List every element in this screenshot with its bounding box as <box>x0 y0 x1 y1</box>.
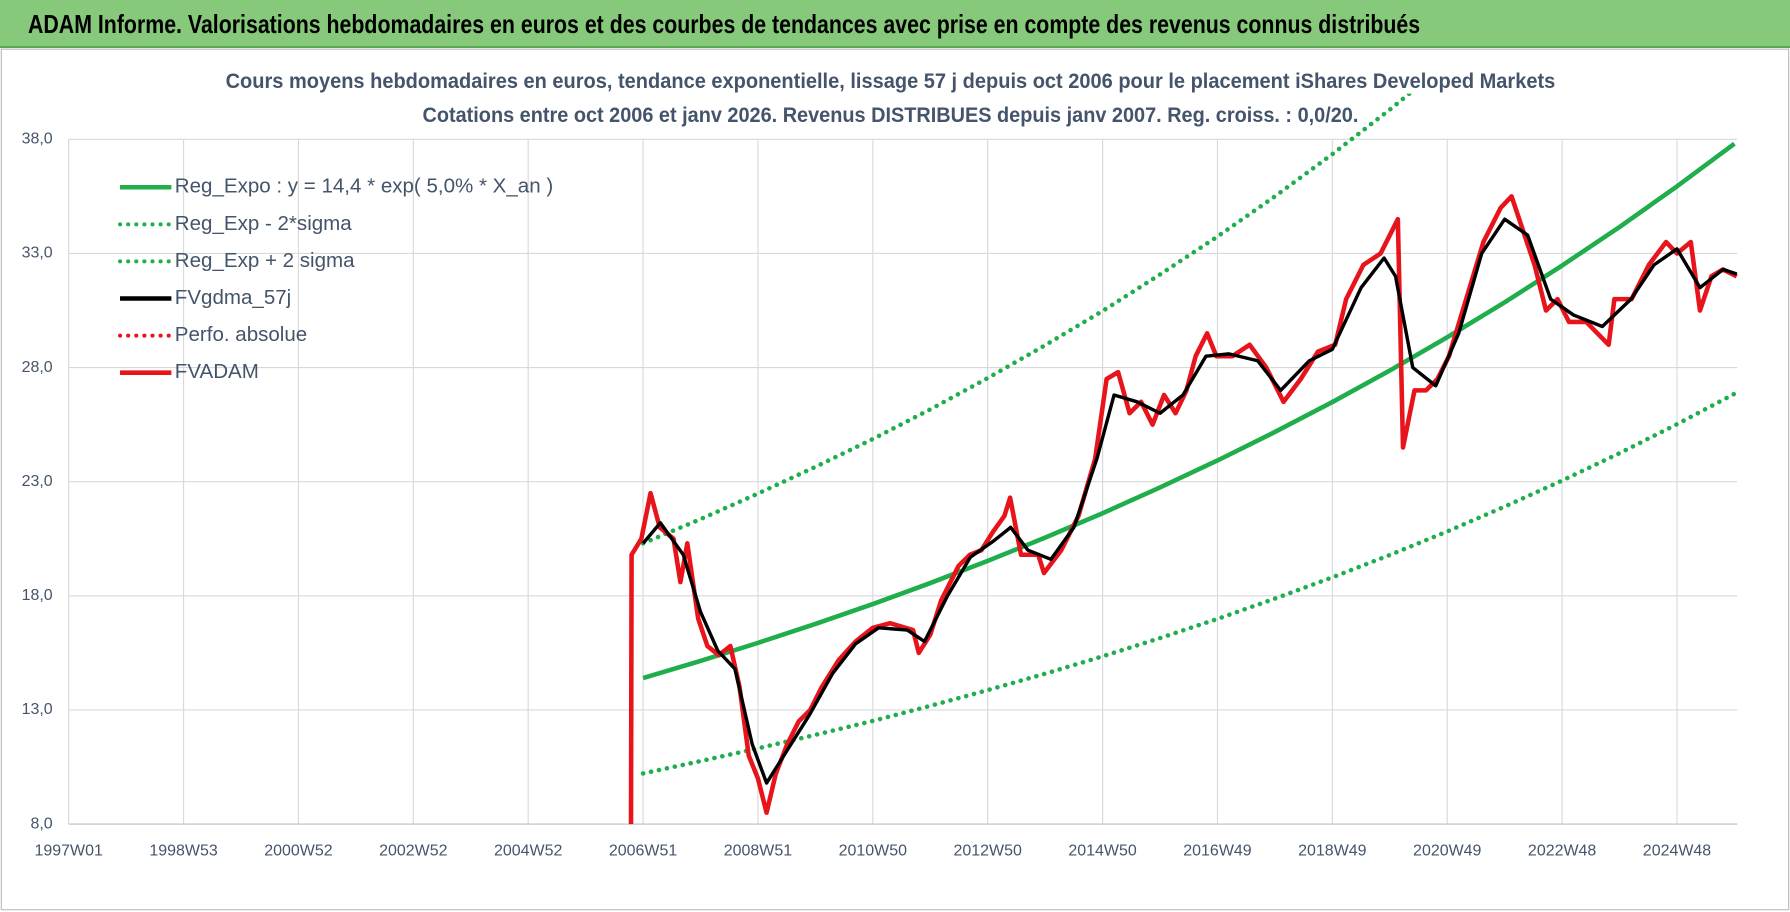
legend-label: FVgdma_57j <box>175 286 291 309</box>
series-line <box>628 194 1738 825</box>
legend-label: Perfo. absolue <box>175 323 307 346</box>
y-tick-label: 38,0 <box>22 131 53 148</box>
series-line <box>640 93 1413 546</box>
y-tick-label: 8,0 <box>30 815 52 832</box>
y-tick-label: 28,0 <box>22 359 53 376</box>
chart-subtitle: Cotations entre oct 2006 et janv 2026. R… <box>422 102 1358 127</box>
series-line <box>641 217 1738 785</box>
x-tick-label: 2002W52 <box>379 843 447 860</box>
x-tick-label: 2012W50 <box>954 843 1022 860</box>
x-tick-label: 2022W48 <box>1528 843 1596 860</box>
plot-area <box>628 93 1738 825</box>
x-tick-label: 2014W50 <box>1068 843 1136 860</box>
legend-label: Reg_Exp + 2 sigma <box>175 249 355 272</box>
x-tick-label: 1997W01 <box>34 843 102 860</box>
x-tick-label: 2010W50 <box>839 843 907 860</box>
header-bar: ADAM Informe. Valorisations hebdomadaire… <box>0 0 1790 48</box>
legend-label: Reg_Exp - 2*sigma <box>175 212 352 235</box>
y-tick-label: 23,0 <box>22 473 53 490</box>
y-tick-label: 33,0 <box>22 245 53 262</box>
x-tick-label: 1998W53 <box>149 843 217 860</box>
x-tick-label: 2016W49 <box>1183 843 1251 860</box>
x-tick-label: 2020W49 <box>1413 843 1481 860</box>
series-line <box>642 141 1736 681</box>
x-tick-label: 2000W52 <box>264 843 332 860</box>
series-line <box>640 391 1737 776</box>
header-title: ADAM Informe. Valorisations hebdomadaire… <box>28 9 1421 39</box>
x-tick-label: 2008W51 <box>724 843 792 860</box>
y-tick-label: 13,0 <box>22 701 53 718</box>
legend-label: Reg_Expo : y = 14,4 * exp( 5,0% * X_an ) <box>175 175 553 198</box>
y-tick-label: 18,0 <box>22 587 53 604</box>
chart-title: Cours moyens hebdomadaires en euros, ten… <box>226 68 1556 93</box>
chart: Cours moyens hebdomadaires en euros, ten… <box>0 48 1790 911</box>
x-tick-label: 2004W52 <box>494 843 562 860</box>
chart-frame <box>0 48 1790 911</box>
x-tick-label: 2006W51 <box>609 843 677 860</box>
legend-label: FVADAM <box>175 360 259 383</box>
x-tick-label: 2018W49 <box>1298 843 1366 860</box>
x-tick-label: 2024W48 <box>1643 843 1711 860</box>
